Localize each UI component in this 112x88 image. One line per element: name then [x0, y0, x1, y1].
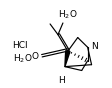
- Text: O: O: [31, 52, 38, 61]
- Text: $\mathregular{H_2O}$: $\mathregular{H_2O}$: [12, 53, 32, 65]
- Text: H: H: [58, 76, 65, 85]
- Text: HCl: HCl: [12, 41, 28, 50]
- Text: N: N: [91, 42, 97, 51]
- Polygon shape: [64, 51, 69, 67]
- Text: $\mathregular{H_2O}$: $\mathregular{H_2O}$: [58, 8, 77, 21]
